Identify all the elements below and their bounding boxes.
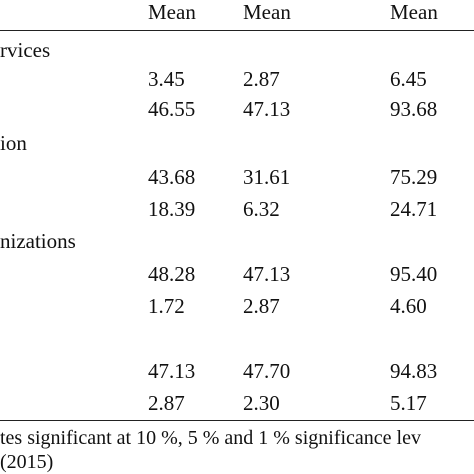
table-cell: 43.68	[148, 165, 196, 189]
footnote-source: (2015)	[0, 451, 54, 473]
table-cell: 2.87	[243, 67, 280, 91]
header-mean-1: Mean	[148, 0, 196, 24]
table-cell: 47.13	[148, 359, 196, 383]
table-cell: 6.32	[243, 197, 280, 221]
header-mean-2: Mean	[243, 0, 291, 24]
table-cell: 48.28	[148, 262, 196, 286]
table-cell: 6.45	[390, 67, 427, 91]
table-cell: 1.72	[148, 294, 185, 318]
table-cell: 47.13	[243, 262, 291, 286]
section-label-organizations: nizations	[0, 229, 76, 253]
table-cell: 95.40	[390, 262, 438, 286]
table-cell: 46.55	[148, 97, 196, 121]
table-cell: 75.29	[390, 165, 438, 189]
table-cell: 2.87	[243, 294, 280, 318]
table-cell: 93.68	[390, 97, 438, 121]
footnote-significance: tes significant at 10 %, 5 % and 1 % sig…	[0, 427, 421, 449]
table-cell: 24.71	[390, 197, 438, 221]
table-cell: 31.61	[243, 165, 291, 189]
table-cell: 5.17	[390, 391, 427, 415]
table-cell: 47.13	[243, 97, 291, 121]
header-mean-3: Mean	[390, 0, 438, 24]
table-cell: 2.87	[148, 391, 185, 415]
table-cell: 2.30	[243, 391, 280, 415]
table-cell: 94.83	[390, 359, 438, 383]
table-cell: 47.70	[243, 359, 291, 383]
bottom-rule	[0, 420, 474, 421]
header-rule	[0, 30, 474, 31]
table-cell: 18.39	[148, 197, 196, 221]
section-label-ion: ion	[0, 131, 27, 155]
table-cell: 4.60	[390, 294, 427, 318]
table-cell: 3.45	[148, 67, 185, 91]
section-label-services: rvices	[0, 38, 51, 62]
